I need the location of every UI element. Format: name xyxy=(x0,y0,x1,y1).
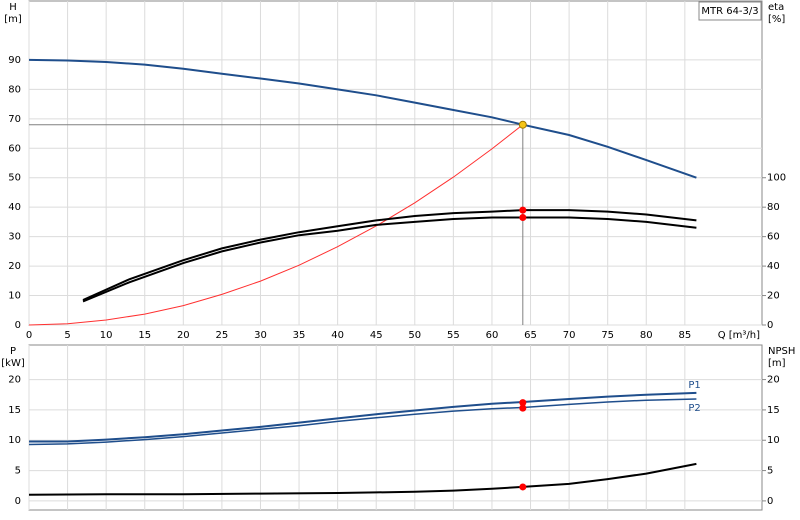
y-tick-label: 20 xyxy=(8,375,21,386)
y-tick-label: 0 xyxy=(15,496,21,507)
y-axis-unit: [kW] xyxy=(1,358,25,369)
x-tick-label: 40 xyxy=(331,330,344,341)
plot-area xyxy=(28,344,763,511)
curve xyxy=(28,398,697,446)
x-tick-label: 80 xyxy=(640,330,653,341)
x-tick-label: 45 xyxy=(370,330,383,341)
x-tick-label: 50 xyxy=(408,330,421,341)
x-tick-label: 25 xyxy=(216,330,229,341)
y-tick-label: 5 xyxy=(15,466,21,477)
y2-tick-label: 0 xyxy=(767,320,773,331)
x-tick-label: 20 xyxy=(177,330,190,341)
y-tick-label: 50 xyxy=(8,173,21,184)
y-tick-label: 60 xyxy=(8,143,21,154)
x-tick-label: 75 xyxy=(601,330,614,341)
x-tick-label: 0 xyxy=(26,330,32,341)
y2-tick-label: 10 xyxy=(767,435,780,446)
curve xyxy=(82,209,697,301)
y-tick-label: 80 xyxy=(8,84,21,95)
x-tick-label: 15 xyxy=(138,330,151,341)
y2-tick-label: 20 xyxy=(767,291,780,302)
y-tick-label: 90 xyxy=(8,55,21,66)
y2-tick-label: 80 xyxy=(767,202,780,213)
marker xyxy=(519,399,527,407)
y2-axis-label: eta xyxy=(768,2,784,13)
x-tick-label: 60 xyxy=(486,330,499,341)
y-tick-label: 10 xyxy=(8,291,21,302)
y-tick-label: 40 xyxy=(8,202,21,213)
y2-tick-label: 0 xyxy=(767,496,773,507)
model-label: MTR 64-3/3 xyxy=(701,6,758,17)
y-tick-label: 15 xyxy=(8,405,21,416)
y2-tick-label: 100 xyxy=(767,173,786,184)
y-axis-unit: [m] xyxy=(4,14,22,25)
marker xyxy=(518,120,527,129)
y2-tick-label: 40 xyxy=(767,261,780,272)
x-tick-label: 55 xyxy=(447,330,460,341)
series-label: P1 xyxy=(688,380,700,391)
marker xyxy=(519,483,527,491)
x-tick-label: 5 xyxy=(64,330,70,341)
y-axis-label: H xyxy=(9,2,17,13)
series-label: P2 xyxy=(688,403,700,414)
curve xyxy=(28,124,524,326)
curve xyxy=(29,391,697,443)
y2-tick-label: 15 xyxy=(767,405,780,416)
y-tick-label: 20 xyxy=(8,261,21,272)
x-axis-label: Q [m³/h] xyxy=(718,330,760,341)
x-tick-label: 30 xyxy=(254,330,267,341)
marker xyxy=(519,206,527,214)
y2-axis-label: NPSH xyxy=(768,346,795,357)
curve xyxy=(28,462,697,496)
curve xyxy=(28,58,697,179)
x-tick-label: 10 xyxy=(100,330,113,341)
x-tick-label: 35 xyxy=(293,330,306,341)
y2-tick-label: 5 xyxy=(767,466,773,477)
x-tick-label: 85 xyxy=(678,330,691,341)
y-tick-label: 70 xyxy=(8,114,21,125)
y2-tick-label: 60 xyxy=(767,232,780,243)
x-tick-label: 65 xyxy=(524,330,537,341)
y2-axis-unit: [%] xyxy=(768,14,785,25)
y-tick-label: 30 xyxy=(8,232,21,243)
y-tick-label: 10 xyxy=(8,435,21,446)
marker xyxy=(519,213,527,221)
y2-axis-unit: [m] xyxy=(768,358,786,369)
model-box xyxy=(698,1,762,21)
y-tick-label: 0 xyxy=(15,320,21,331)
marker xyxy=(519,404,527,412)
x-tick-label: 70 xyxy=(563,330,576,341)
curve xyxy=(82,216,697,303)
y2-tick-label: 20 xyxy=(767,375,780,386)
y-axis-label: P xyxy=(10,346,16,357)
